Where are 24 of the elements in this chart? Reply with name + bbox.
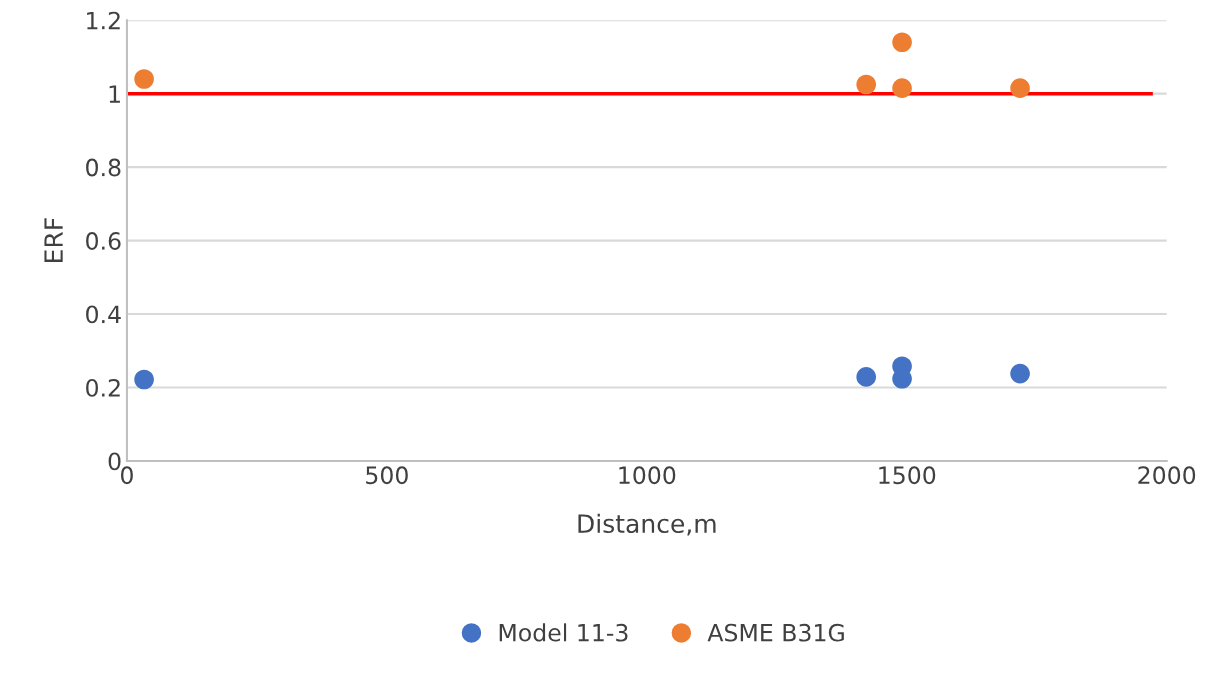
y-tick-label: 0.8 bbox=[86, 158, 121, 177]
x-tick-label: 1000 bbox=[619, 466, 676, 485]
legend-label: Model 11-3 bbox=[499, 623, 628, 642]
y-tick-label: 0 bbox=[108, 452, 121, 471]
point bbox=[134, 69, 154, 89]
y-tick-label: 1.2 bbox=[87, 11, 120, 30]
y-axis-title: ERF bbox=[44, 218, 63, 262]
y-tick-label: 0.6 bbox=[86, 232, 121, 250]
point bbox=[1010, 363, 1030, 384]
x-tick-label: 2000 bbox=[1138, 466, 1196, 485]
point bbox=[856, 74, 877, 95]
y-tick-label: 0.4 bbox=[86, 305, 121, 324]
x-axis-title: Distance,m bbox=[578, 513, 716, 536]
legend-label: ASME B31G bbox=[707, 623, 844, 642]
x-tick-label: 1500 bbox=[879, 466, 936, 485]
y-tick-label: 1 bbox=[109, 85, 120, 103]
point bbox=[856, 367, 877, 387]
y-tick-label: 0.2 bbox=[86, 378, 120, 397]
point bbox=[892, 32, 912, 53]
x-tick-label: 500 bbox=[366, 466, 408, 485]
point bbox=[134, 369, 154, 390]
point bbox=[1010, 78, 1030, 98]
x-tick-label: 0 bbox=[120, 466, 133, 485]
point bbox=[892, 78, 912, 98]
